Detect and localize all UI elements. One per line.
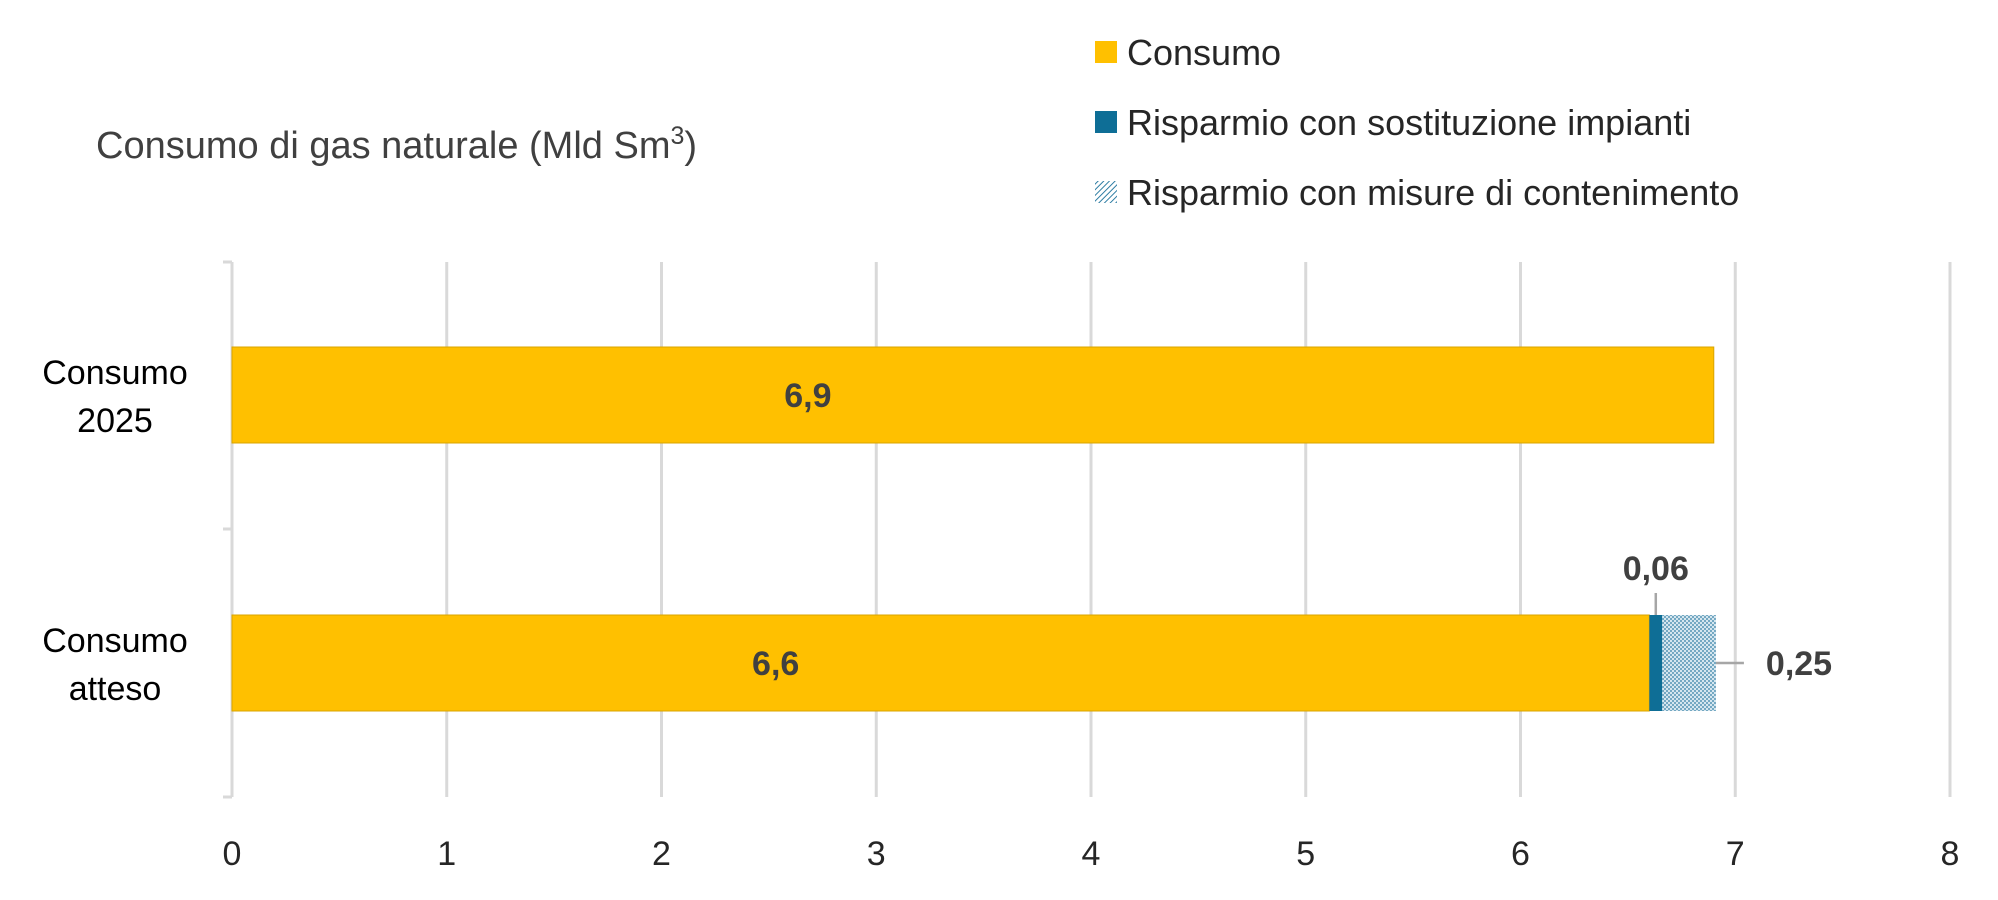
data-label-2-series-1: 6,6 xyxy=(752,645,799,683)
data-labels: 6,9 6,6 0,06 0,25 xyxy=(752,377,1832,683)
x-tick-label-8: 8 xyxy=(1941,835,1960,873)
gridlines xyxy=(223,260,1952,799)
x-tick-label-4: 4 xyxy=(1082,835,1101,873)
x-tick-label-5: 5 xyxy=(1296,835,1315,873)
data-label-2-series-2: 0,06 xyxy=(1623,550,1689,588)
bars xyxy=(231,346,1716,712)
data-label-1-series-1: 6,9 xyxy=(784,377,831,415)
legend-swatch-2 xyxy=(1095,111,1117,133)
title-superscript: 3 xyxy=(670,122,684,150)
x-tick-label-0: 0 xyxy=(223,835,242,873)
bar-2-series-1 xyxy=(231,614,1650,712)
x-tick-label-2: 2 xyxy=(652,835,671,873)
x-tick-label-6: 6 xyxy=(1511,835,1530,873)
bar-2-series-2 xyxy=(1649,615,1663,711)
legend-swatch-3 xyxy=(1095,181,1117,203)
category-label-2: Consumo atteso xyxy=(42,622,188,708)
legend-label-2: Risparmio con sostituzione impianti xyxy=(1127,102,1691,143)
bar-1-series-1 xyxy=(231,346,1715,444)
bar-2-series-3 xyxy=(1662,615,1716,711)
chart-title: Consumo di gas naturale (Mld Sm3) xyxy=(96,122,697,167)
category-label-1: Consumo 2025 xyxy=(42,354,188,440)
legend: Consumo Risparmio con sostituzione impian… xyxy=(1095,32,1739,213)
data-label-2-series-3: 0,25 xyxy=(1766,645,1832,683)
x-tick-label-7: 7 xyxy=(1726,835,1745,873)
legend-label-1: Consumo xyxy=(1127,32,1281,73)
x-axis-tick-labels: 0 1 2 3 4 5 6 7 8 xyxy=(223,835,1960,873)
legend-swatch-1 xyxy=(1095,41,1117,63)
x-tick-label-1: 1 xyxy=(437,835,456,873)
title-close: ) xyxy=(684,125,697,167)
legend-label-3: Risparmio con misure di contenimento xyxy=(1127,172,1739,213)
category-labels: Consumo 2025 Consumo atteso xyxy=(42,354,188,708)
x-tick-label-3: 3 xyxy=(867,835,886,873)
